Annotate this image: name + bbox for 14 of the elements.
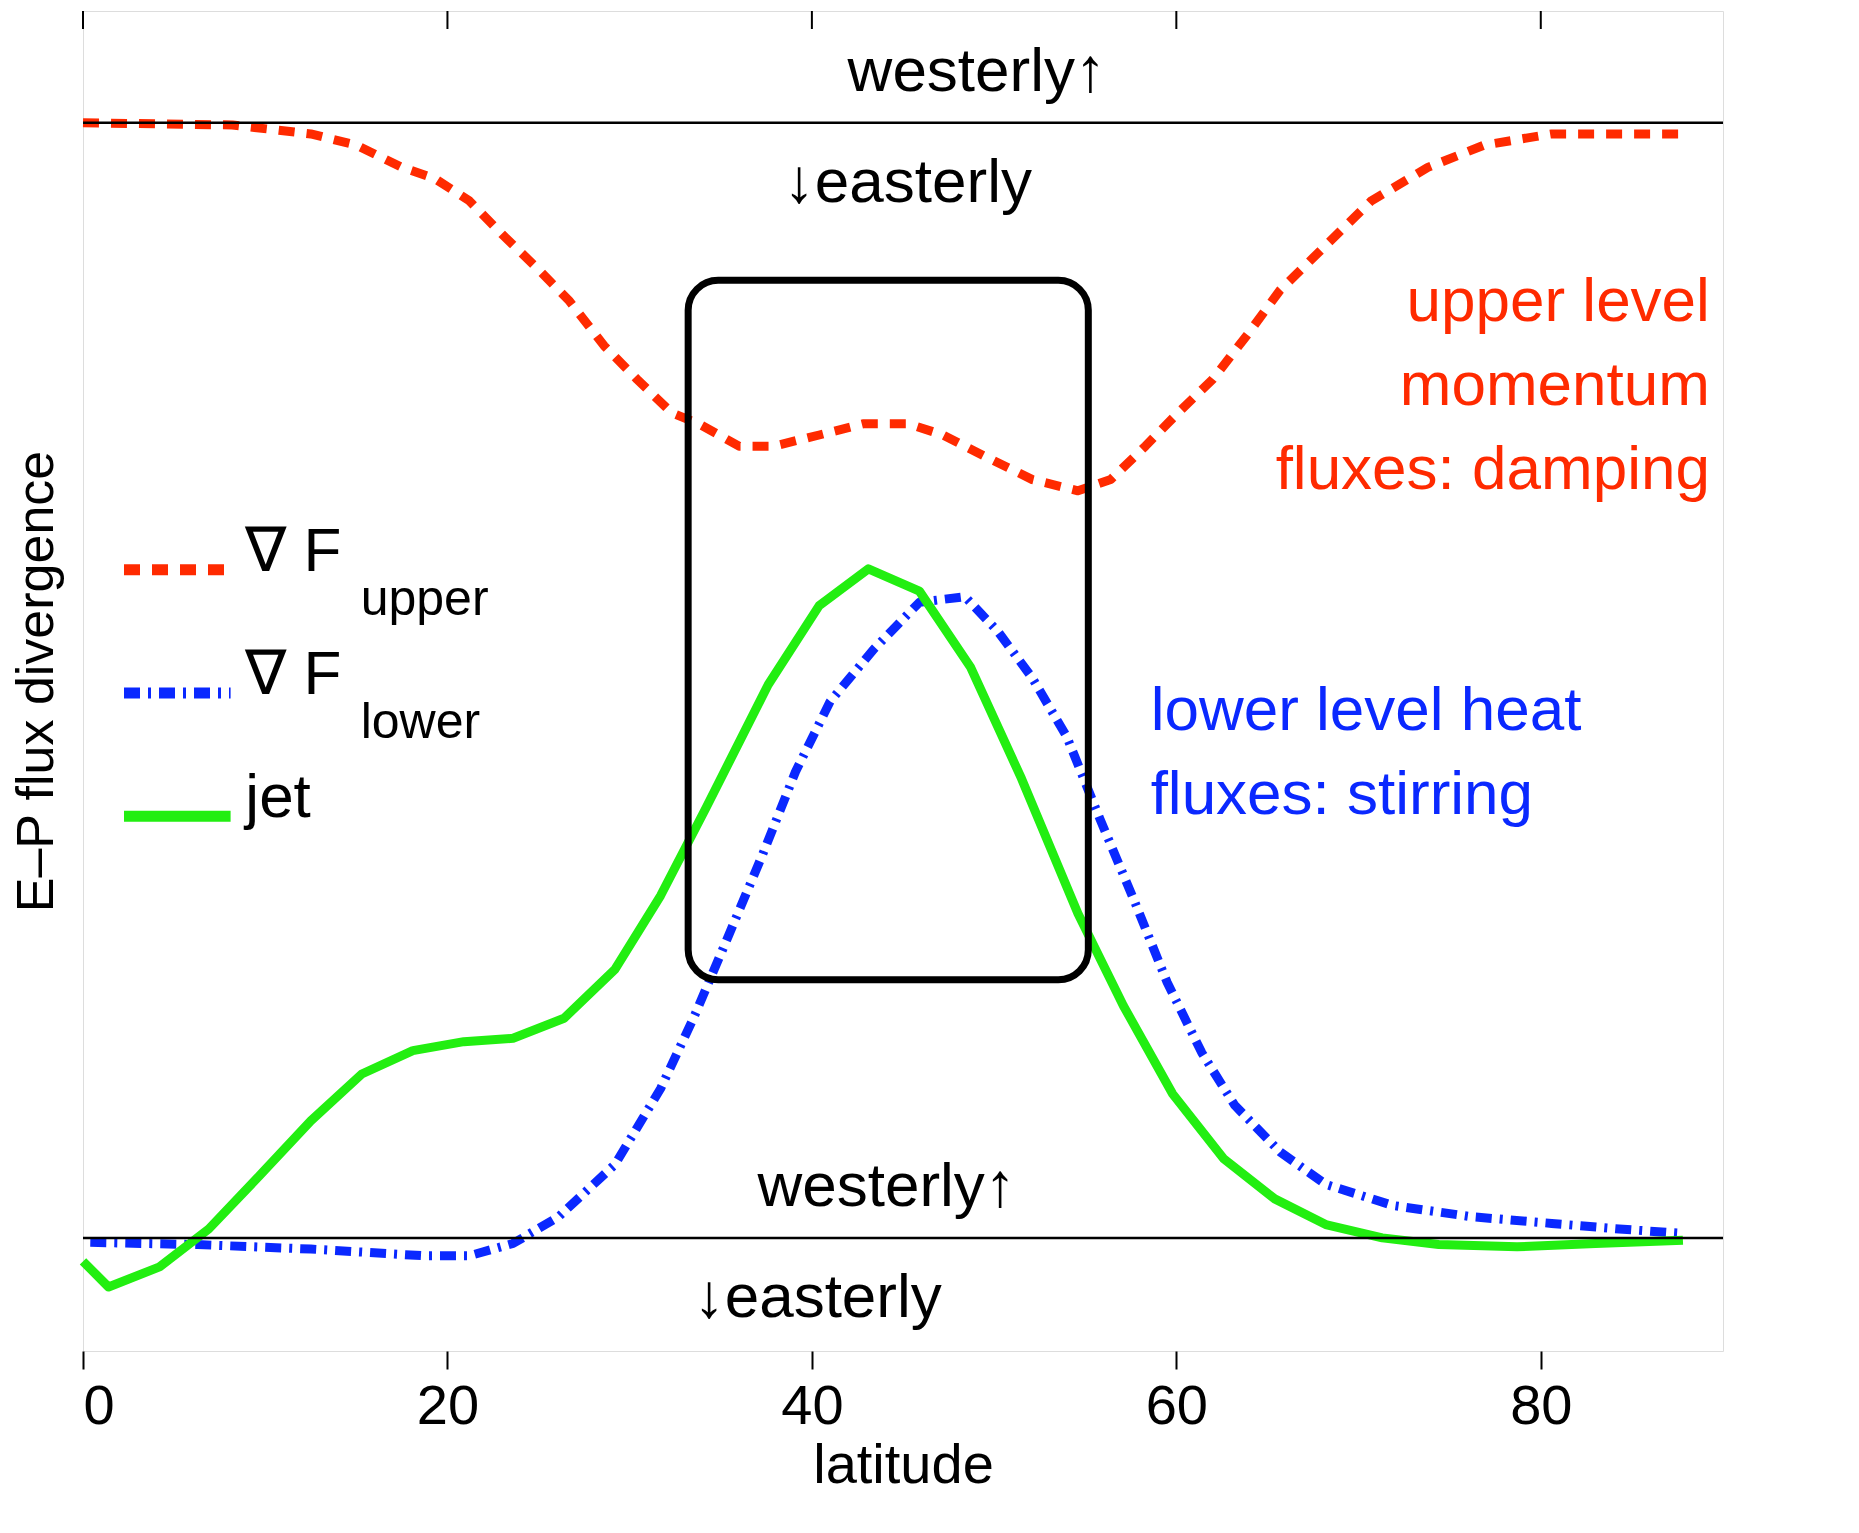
legend-label: jet xyxy=(243,761,311,831)
text: westerly↑ xyxy=(846,34,1106,104)
annotation: upper level momentum fluxes: damping xyxy=(1275,265,1710,503)
annotation: lower level heat fluxes: stirring xyxy=(1150,674,1582,827)
x-tick-label: 60 xyxy=(1145,1372,1208,1436)
x-tick-label: 20 xyxy=(416,1372,480,1436)
legend-label: ∇ Fupper xyxy=(244,514,489,626)
annotation: ↓easterly xyxy=(693,1261,942,1331)
x-tick-label: 0 xyxy=(83,1372,115,1436)
legend-label: ∇ Flower xyxy=(244,638,481,750)
annotation: ↓easterly xyxy=(783,146,1032,216)
y-axis-title: E–P flux divergence xyxy=(5,450,64,913)
x-tick-label: 80 xyxy=(1510,1372,1573,1436)
annotation: westerly↑ xyxy=(756,1149,1016,1219)
